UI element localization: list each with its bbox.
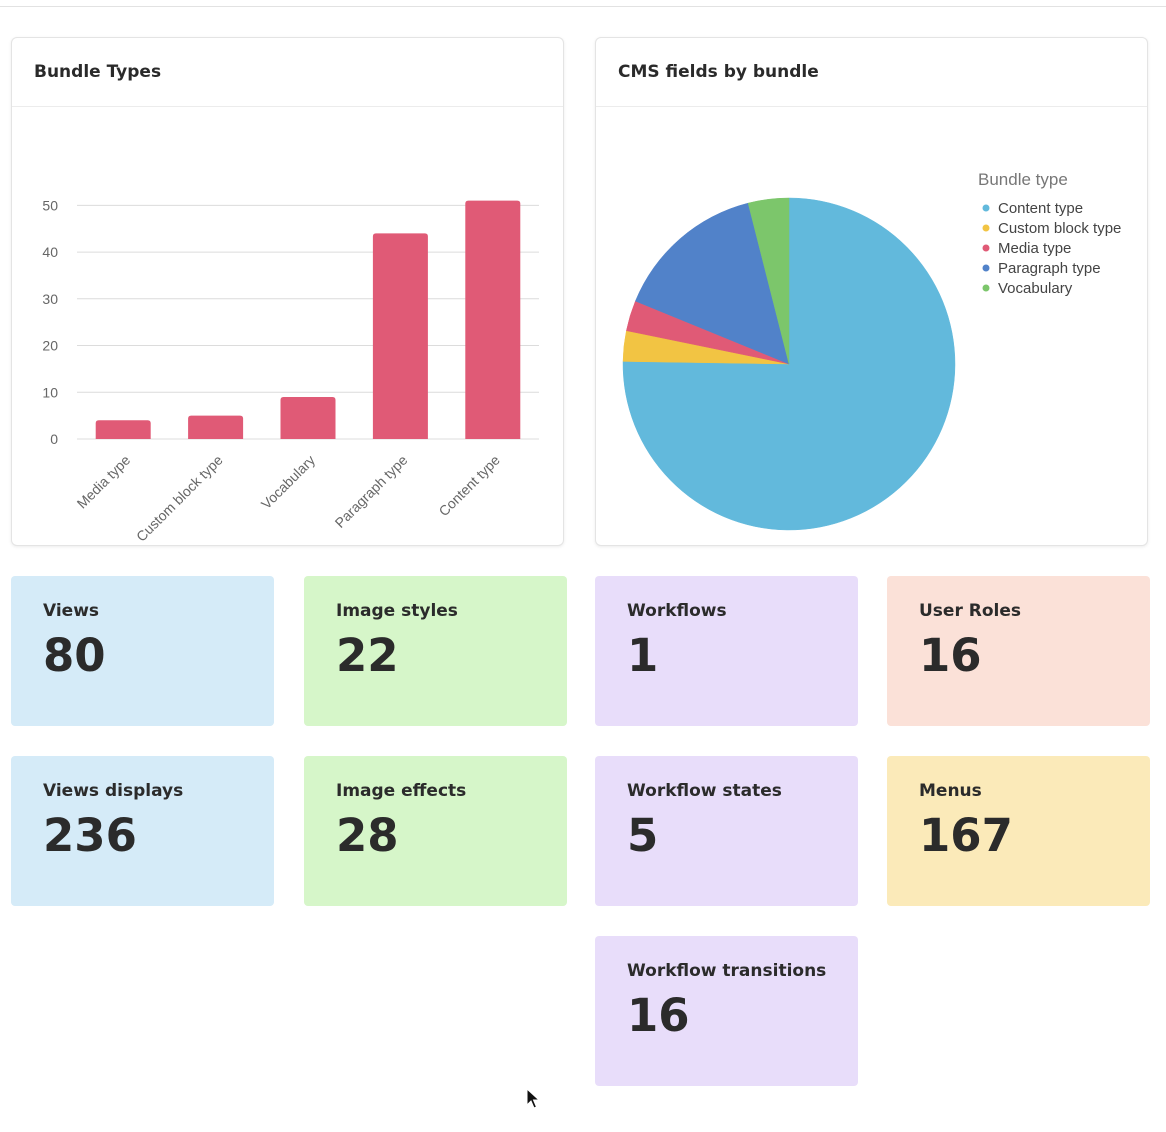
stat-value: 22 [336,629,399,682]
legend-title: Bundle type [978,170,1068,189]
x-tick-label: Media type [74,452,134,512]
y-tick-label: 50 [42,197,58,213]
legend-swatch [982,224,990,232]
stat-card-views: Views 80 [11,576,274,726]
stat-label: Workflow states [627,781,782,801]
panel-header: Bundle Types [12,38,563,107]
legend-item-label: Vocabulary [998,280,1073,297]
stat-card-workflow-transitions: Workflow transitions 16 [595,936,858,1086]
bundle-types-bar-chart: 0 10 20 30 40 50 Media type Custom block type Vo… [42,197,539,545]
stat-value: 236 [43,809,137,862]
stat-value: 16 [627,989,690,1042]
stat-label: Workflow transitions [627,961,827,981]
panel-header: CMS fields by bundle [596,38,1147,107]
legend-item-label: Paragraph type [998,260,1101,277]
stat-value: 80 [43,629,106,682]
pie-slice [747,197,790,365]
stat-label: Views displays [43,781,184,801]
pie-slice [635,202,790,365]
stat-label: Image styles [336,601,458,621]
stat-card-image-effects: Image effects 28 [304,756,567,906]
stat-label: Views [43,601,100,621]
stat-card-menus: Menus 167 [887,756,1150,906]
legend-swatch [982,244,990,252]
y-tick-label: 10 [42,384,58,400]
legend-item-label: Media type [998,240,1071,257]
mouse-cursor-icon [526,1088,540,1109]
stat-card-user-roles: User Roles 16 [887,576,1150,726]
panel-title: Bundle Types [34,62,162,82]
stat-label: Workflows [627,601,727,621]
panel-title: CMS fields by bundle [618,62,819,82]
bar [465,200,521,439]
pie-slice [622,197,956,531]
legend-item-label: Content type [998,200,1083,217]
y-tick-label: 0 [50,431,58,447]
bar [188,415,244,439]
top-divider [0,0,1166,7]
bar [280,396,336,439]
y-tick-label: 40 [42,244,58,260]
stat-label: Image effects [336,781,467,801]
bundle-types-panel: Bundle Types 0 10 20 30 40 50 Media type Custom… [11,37,564,546]
stat-value: 28 [336,809,399,862]
stat-card-views-displays: Views displays 236 [11,756,274,906]
legend-item-label: Custom block type [998,220,1121,237]
x-tick-label: Paragraph type [332,452,411,531]
cms-fields-panel: CMS fields by bundle Bundle type Content … [595,37,1148,546]
y-tick-label: 20 [42,338,58,354]
stat-card-workflow-states: Workflow states 5 [595,756,858,906]
stat-label: User Roles [919,601,1021,621]
stat-value: 1 [627,629,659,682]
legend-swatch [982,204,990,212]
legend-swatch [982,284,990,292]
stat-value: 167 [919,809,1013,862]
stat-card-workflows: Workflows 1 [595,576,858,726]
stat-value: 16 [919,629,982,682]
stat-value: 5 [627,809,659,862]
stat-card-image-styles: Image styles 22 [304,576,567,726]
y-tick-label: 30 [42,291,58,307]
bar [372,233,428,439]
stat-label: Menus [919,781,982,801]
cms-fields-pie-chart: Bundle type Content type Custom block type… [622,170,1121,531]
legend-swatch [982,264,990,272]
x-tick-label: Content type [435,452,503,520]
x-tick-label: Vocabulary [258,452,318,512]
bar [95,420,151,439]
x-tick-label: Custom block type [133,452,226,545]
